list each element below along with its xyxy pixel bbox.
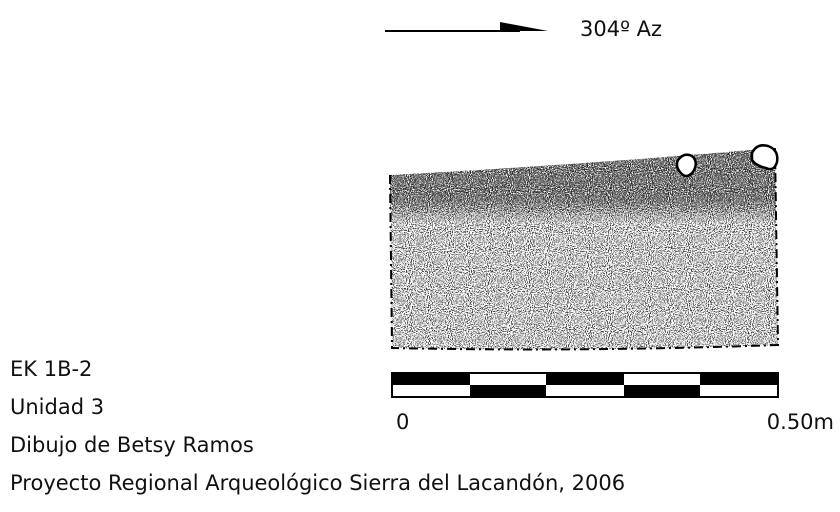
caption-line: Unidad 3 [10, 395, 104, 419]
scale-bar [391, 372, 779, 398]
stone [750, 144, 779, 171]
scale-end: 0.50m [767, 410, 834, 434]
azimuth-label: 304º Az [580, 17, 662, 41]
caption-line: Dibujo de Betsy Ramos [10, 433, 254, 457]
caption-line: EK 1B-2 [10, 357, 92, 381]
north-arrow [385, 22, 548, 32]
soil-section [390, 148, 778, 350]
scale-start: 0 [396, 410, 409, 434]
caption-line: Proyecto Regional Arqueológico Sierra de… [10, 471, 625, 495]
section-outline [389, 147, 780, 351]
stone [675, 153, 697, 178]
